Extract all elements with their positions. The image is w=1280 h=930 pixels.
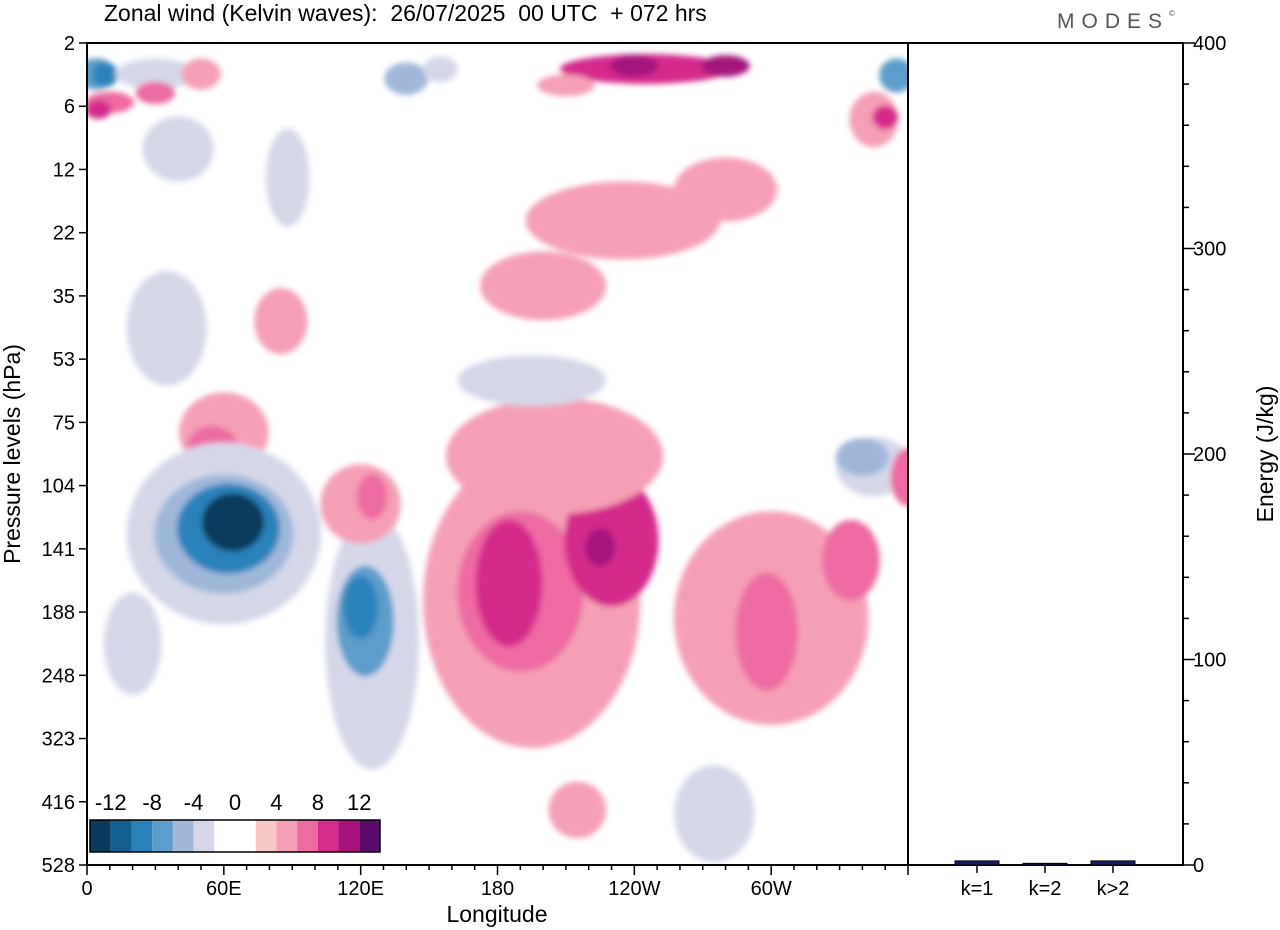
heatmap-blob-38: [585, 527, 616, 567]
y-tick-label: 75: [53, 412, 75, 434]
colorbar-swatch: [297, 820, 318, 852]
y-tick-label: 53: [53, 349, 75, 371]
colorbar-label: 12: [347, 790, 371, 815]
energy-axis-label: Energy (J/kg): [1252, 386, 1278, 523]
y-tick-label: 248: [42, 665, 75, 687]
colorbar-swatch: [255, 820, 277, 852]
heatmap-blob-46: [548, 781, 607, 839]
energy-tick-label: 300: [1193, 239, 1226, 261]
colorbar-label: -12: [95, 790, 127, 815]
heatmap-blob-22: [126, 270, 208, 386]
x-tick-label: 120E: [337, 878, 384, 900]
heatmap-blob-48: [673, 765, 755, 863]
energy-bar-plot: 0 100 200 300 400 k=1 k=2 k>2: [954, 33, 1226, 900]
heatmap-blob-4: [135, 81, 176, 105]
colorbar-swatch: [317, 820, 339, 852]
colorbar-swatch: [235, 820, 256, 852]
x-tick-label: 60E: [206, 878, 242, 900]
heatmap-blob-2: [115, 58, 196, 90]
colorbar-swatch: [359, 820, 380, 852]
heatmap-blob-11: [701, 55, 750, 77]
heatmap-blob-15: [872, 105, 899, 130]
x-axis-label: Longitude: [446, 901, 547, 927]
energy-tick-label: 0: [1193, 855, 1204, 877]
y-tick-label: 6: [64, 96, 75, 118]
colorbar-swatch: [131, 820, 153, 852]
y-axis-label: Pressure levels (hPa): [0, 344, 25, 564]
heatmap-blob-12: [537, 74, 595, 97]
colorbar-label: 4: [270, 790, 282, 815]
heatmap-blob-3: [181, 58, 221, 90]
heatmap-blob-41: [735, 572, 798, 691]
colorbar-label: -8: [142, 790, 162, 815]
logo-text: MODES: [1057, 10, 1170, 33]
colorbar-swatch: [152, 820, 173, 852]
heatmap-blob-39: [445, 397, 664, 515]
heatmap-blob-7: [384, 62, 429, 95]
heatmap-blob-8: [423, 56, 458, 83]
energy-category-label: k=2: [1029, 878, 1062, 900]
x-tick-label: 60W: [751, 878, 792, 900]
energy-tick-label: 400: [1193, 33, 1226, 55]
y-tick-label: 12: [53, 159, 75, 181]
y-tick-label: 188: [42, 602, 75, 624]
y-tick-label: 141: [42, 539, 75, 561]
colorbar-swatch: [172, 820, 194, 852]
heatmap-blob-17: [265, 128, 310, 227]
heatmap-blob-31: [343, 576, 379, 639]
y-tick-label: 323: [42, 729, 75, 751]
colorbar-label: -4: [184, 790, 204, 815]
x-tick-label: 0: [81, 878, 92, 900]
x-tick-label: 180: [481, 878, 514, 900]
y-tick-label: 2: [64, 33, 75, 55]
heatmap-plot: [87, 54, 908, 863]
energy-bar: [954, 860, 1000, 866]
x-tick-label: 120W: [608, 878, 660, 900]
heatmap-blob-33: [356, 474, 388, 520]
heatmap-blob-19: [480, 251, 607, 321]
colorbar-swatch: [110, 820, 132, 852]
chart-title: Zonal wind (Kelvin waves): 26/07/2025 00…: [104, 0, 707, 26]
modes-logo: MODES©: [1057, 9, 1175, 34]
heatmap-blob-44: [835, 437, 889, 477]
colorbar: -12 -8 -4 0 4 8 12: [89, 790, 381, 853]
energy-tick-label: 100: [1193, 650, 1226, 672]
y-tick-label: 528: [42, 855, 75, 877]
heatmap-blob-20: [673, 157, 778, 222]
colorbar-frame: [89, 819, 381, 853]
y-tick-label: 416: [42, 792, 75, 814]
heatmap-blob-10: [610, 55, 659, 77]
heatmap-blob-21: [254, 287, 308, 355]
colorbar-swatch: [338, 820, 360, 852]
energy-bar: [1090, 860, 1136, 866]
colorbar-swatch: [90, 820, 111, 852]
y-tick-label: 22: [53, 223, 75, 245]
heatmap-blob-18: [525, 181, 721, 260]
heatmap-blob-6: [87, 100, 112, 119]
colorbar-label: 0: [229, 790, 241, 815]
energy-category-label: k=1: [961, 878, 994, 900]
logo-mark: ©: [1169, 9, 1175, 18]
colorbar-swatch: [193, 820, 215, 852]
heatmap-blob-36: [475, 519, 543, 647]
heatmap-blob-16: [142, 116, 214, 182]
y-tick-label: 35: [53, 286, 75, 308]
colorbar-swatch: [214, 820, 235, 852]
heatmap-blob-28: [201, 493, 265, 552]
heatmap-blob-1: [92, 62, 119, 87]
heatmap-blob-49: [457, 355, 607, 406]
energy-bar: [1022, 862, 1068, 866]
heatmap-blob-13: [879, 58, 908, 93]
heatmap-blob-47: [103, 592, 162, 696]
energy-tick-label: 200: [1193, 444, 1226, 466]
bar-frame: [907, 42, 1184, 866]
energy-category-label: k>2: [1097, 878, 1130, 900]
colorbar-label: 8: [312, 790, 324, 815]
heatmap-blob-45: [890, 448, 908, 506]
y-tick-label: 104: [42, 476, 75, 498]
heatmap-blob-42: [822, 519, 880, 601]
colorbar-swatch: [276, 820, 298, 852]
